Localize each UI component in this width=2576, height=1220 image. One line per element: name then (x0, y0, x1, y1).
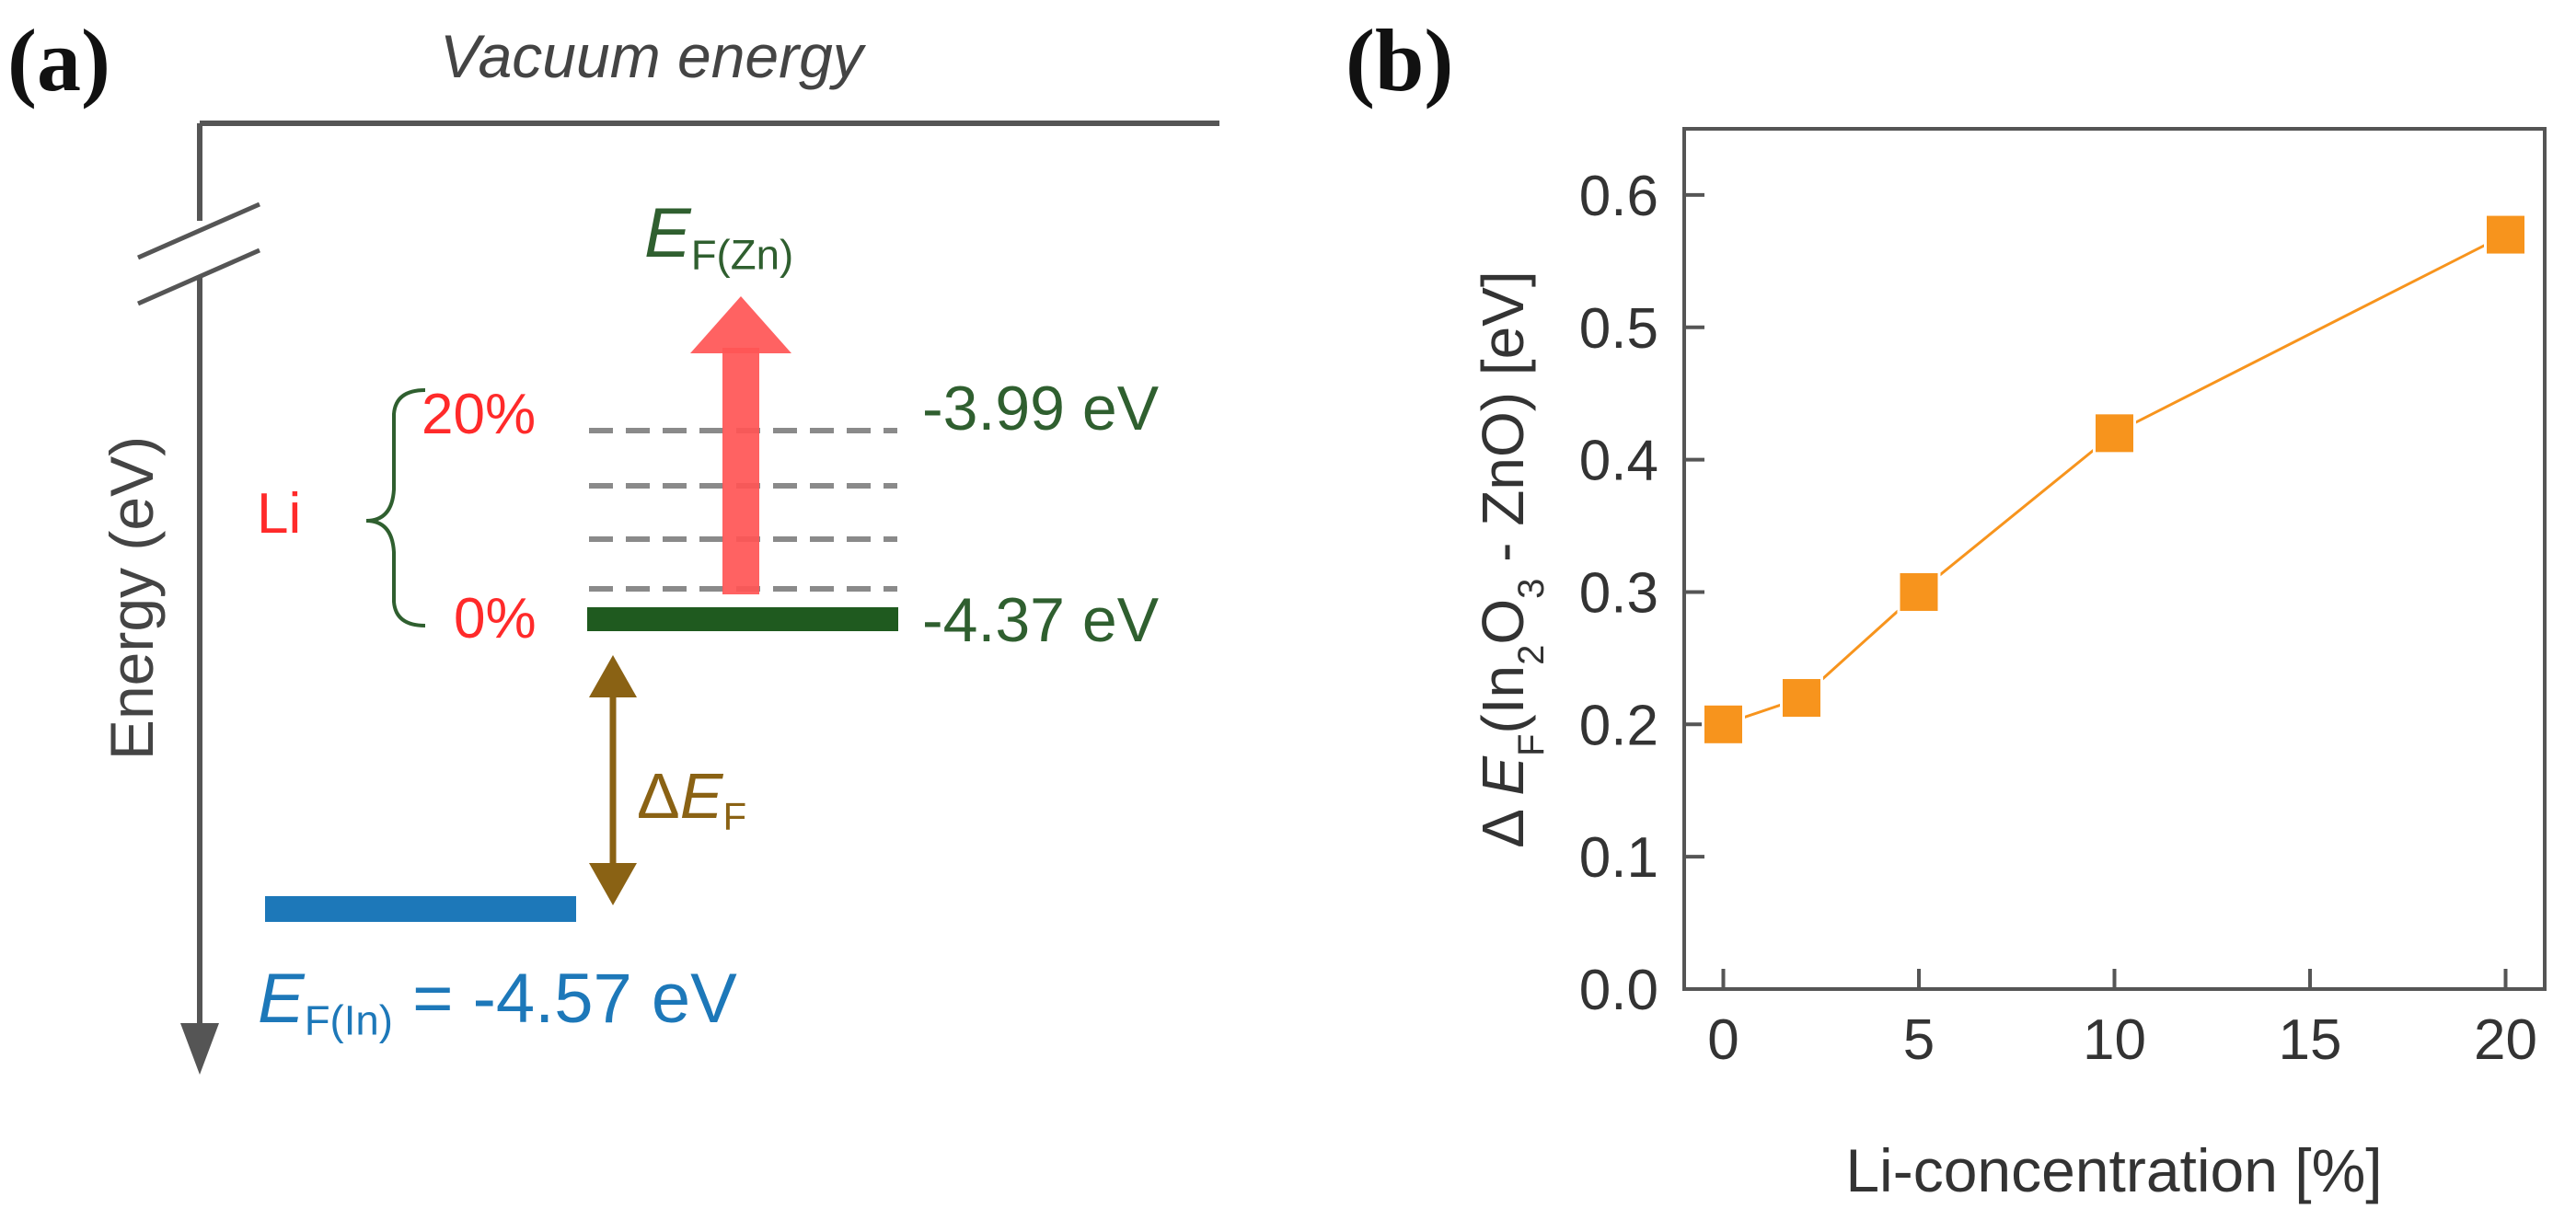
energy-axis-label: Energy (eV) (98, 435, 166, 761)
series-line (1723, 233, 2507, 726)
data-point (2093, 411, 2136, 455)
ef-zn-sub: F(Zn) (690, 231, 794, 279)
x-tick-label: 5 (1903, 1008, 1935, 1072)
data-point (2484, 213, 2527, 257)
y-label-part: O (1470, 599, 1536, 645)
y-axis-label: Δ EF(In2O3 - ZnO) [eV] (1470, 270, 1552, 847)
y-tick-label: 0.1 (1579, 826, 1658, 890)
delta-symbol: Δ (637, 760, 680, 832)
y-label-part: 2 (1511, 645, 1552, 665)
delta-ef-arrow-bottom (589, 863, 637, 905)
delta-main: E (679, 760, 723, 832)
ef-in-label: EF(In) = -4.57 eV (258, 964, 737, 1042)
zno-fermi-level-bar (587, 607, 898, 631)
delta-sub: F (722, 794, 747, 838)
y-tick-label: 0.4 (1579, 430, 1658, 493)
delta-ef-label: ΔEF (637, 764, 746, 836)
y-label-part: Δ (1470, 796, 1536, 848)
plot-frame (1682, 127, 2547, 991)
y-label-part: (In (1470, 665, 1536, 734)
delta-ef-arrow-top (589, 655, 637, 697)
energy-diagram (136, 121, 1219, 1075)
y-tick-label: 0.2 (1579, 694, 1658, 757)
data-point (1897, 570, 1941, 614)
x-tick-label: 0 (1707, 1008, 1739, 1072)
y-label-part: F (1511, 734, 1552, 756)
axis-break-mark-1 (136, 201, 261, 260)
y-label-part: 3 (1511, 579, 1552, 599)
in2o3-fermi-level-bar (265, 896, 576, 922)
panel-a-label: (a) (7, 11, 110, 109)
y-label-part: E (1470, 755, 1536, 796)
ef-in-value: = -4.57 eV (392, 960, 737, 1038)
x-tick-label: 15 (2279, 1008, 2342, 1072)
y-tick-label: 0.0 (1579, 959, 1658, 1022)
y-tick-label: 0.5 (1579, 297, 1658, 361)
li-label: Li (257, 482, 302, 546)
data-point (1780, 676, 1823, 720)
ef-zn-main: E (644, 194, 691, 272)
x-axis-label: Li-concentration [%] (1845, 1136, 2382, 1204)
level-low-label: -4.37 eV (922, 585, 1160, 655)
y-tick-label: 0.3 (1579, 561, 1658, 625)
level-high-label: -3.99 eV (922, 374, 1160, 443)
pct-20-label: 20% (422, 383, 537, 446)
ef-in-sub: F(In) (304, 996, 393, 1044)
x-tick-label: 10 (2083, 1008, 2146, 1072)
ef-zn-label: EF(Zn) (644, 199, 793, 276)
energy-axis-arrowhead (180, 1023, 219, 1075)
li-brace (365, 388, 426, 627)
axis-break-mark-2 (136, 247, 261, 306)
data-point (1702, 702, 1745, 746)
pct-0-label: 0% (454, 587, 537, 650)
panel-b-label: (b) (1346, 11, 1454, 109)
y-tick-label: 0.6 (1579, 165, 1658, 228)
y-label-part: - ZnO) [eV] (1470, 270, 1536, 578)
vacuum-energy-label: Vacuum energy (440, 22, 863, 90)
ef-in-main: E (258, 960, 305, 1038)
ef-shift-arrow-shaft (722, 348, 759, 594)
ef-shift-arrow-head (690, 296, 791, 353)
x-tick-label: 20 (2474, 1008, 2537, 1072)
